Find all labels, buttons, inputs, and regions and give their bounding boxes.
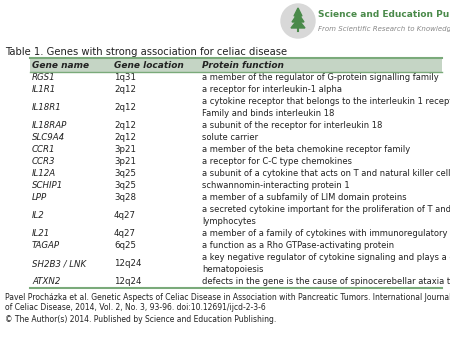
Text: a cytokine receptor that belongs to the interleukin 1 receptor: a cytokine receptor that belongs to the … xyxy=(202,97,450,106)
Text: IL2: IL2 xyxy=(32,212,45,220)
Text: SCHIP1: SCHIP1 xyxy=(32,182,63,191)
Text: 12q24: 12q24 xyxy=(114,260,141,268)
Text: a key negative regulator of cytokine signaling and plays a critical role in: a key negative regulator of cytokine sig… xyxy=(202,254,450,263)
Text: 3p21: 3p21 xyxy=(114,145,136,154)
Text: a member of a subfamily of LIM domain proteins: a member of a subfamily of LIM domain pr… xyxy=(202,193,407,202)
Text: 4q27: 4q27 xyxy=(114,212,136,220)
Text: 3q25: 3q25 xyxy=(114,182,136,191)
Text: ATXN2: ATXN2 xyxy=(32,277,60,287)
Text: Family and binds interleukin 18: Family and binds interleukin 18 xyxy=(202,110,334,119)
Text: 12q24: 12q24 xyxy=(114,277,141,287)
Text: schwannomin-interacting protein 1: schwannomin-interacting protein 1 xyxy=(202,182,350,191)
Text: 2q12: 2q12 xyxy=(114,103,136,113)
Text: 6q25: 6q25 xyxy=(114,241,136,250)
Text: SH2B3 / LNK: SH2B3 / LNK xyxy=(32,260,86,268)
Text: SLC9A4: SLC9A4 xyxy=(32,134,65,143)
Text: RGS1: RGS1 xyxy=(32,73,56,82)
Text: From Scientific Research to Knowledge: From Scientific Research to Knowledge xyxy=(318,26,450,32)
Bar xyxy=(30,58,442,72)
Polygon shape xyxy=(292,13,304,22)
Text: lymphocytes: lymphocytes xyxy=(202,217,256,226)
Text: a subunit of the receptor for interleukin 18: a subunit of the receptor for interleuki… xyxy=(202,121,382,130)
Text: Gene name: Gene name xyxy=(32,61,89,70)
Text: solute carrier: solute carrier xyxy=(202,134,258,143)
Text: a member of a family of cytokines with immunoregulatory activity: a member of a family of cytokines with i… xyxy=(202,230,450,239)
Text: CCR1: CCR1 xyxy=(32,145,55,154)
Text: a member of the regulator of G-protein signalling family: a member of the regulator of G-protein s… xyxy=(202,73,439,82)
Text: Science and Education Publishing: Science and Education Publishing xyxy=(318,10,450,19)
Text: a member of the beta chemokine receptor family: a member of the beta chemokine receptor … xyxy=(202,145,410,154)
Text: 2q12: 2q12 xyxy=(114,121,136,130)
Polygon shape xyxy=(291,19,305,28)
Text: Protein function: Protein function xyxy=(202,61,284,70)
Text: hematopoiesis: hematopoiesis xyxy=(202,266,264,274)
Text: TAGAP: TAGAP xyxy=(32,241,60,250)
Text: of Celiac Disease, 2014, Vol. 2, No. 3, 93-96. doi:10.12691/ijcd-2-3-6: of Celiac Disease, 2014, Vol. 2, No. 3, … xyxy=(5,303,266,312)
Text: Pavel Procházka et al. Genetic Aspects of Celiac Disease in Association with Pan: Pavel Procházka et al. Genetic Aspects o… xyxy=(5,293,450,302)
Text: 1q31: 1q31 xyxy=(114,73,136,82)
Text: IL21: IL21 xyxy=(32,230,50,239)
Text: a receptor for interleukin-1 alpha: a receptor for interleukin-1 alpha xyxy=(202,86,342,95)
Text: 2q12: 2q12 xyxy=(114,86,136,95)
Text: defects in the gene is the cause of spinocerebellar ataxia type 2: defects in the gene is the cause of spin… xyxy=(202,277,450,287)
Text: © The Author(s) 2014. Published by Science and Education Publishing.: © The Author(s) 2014. Published by Scien… xyxy=(5,315,276,324)
Text: 3q25: 3q25 xyxy=(114,169,136,178)
Text: a secreted cytokine important for the proliferation of T and B: a secreted cytokine important for the pr… xyxy=(202,206,450,215)
Text: 4q27: 4q27 xyxy=(114,230,136,239)
Text: 3p21: 3p21 xyxy=(114,158,136,167)
Text: IL18RAP: IL18RAP xyxy=(32,121,68,130)
Circle shape xyxy=(281,4,315,38)
Text: IL18R1: IL18R1 xyxy=(32,103,62,113)
Text: 3q28: 3q28 xyxy=(114,193,136,202)
Text: a function as a Rho GTPase-activating protein: a function as a Rho GTPase-activating pr… xyxy=(202,241,394,250)
Text: a subunit of a cytokine that acts on T and natural killer cells: a subunit of a cytokine that acts on T a… xyxy=(202,169,450,178)
Polygon shape xyxy=(294,8,302,16)
Text: LPP: LPP xyxy=(32,193,47,202)
Text: Table 1. Genes with strong association for celiac disease: Table 1. Genes with strong association f… xyxy=(5,47,287,57)
Text: Gene location: Gene location xyxy=(114,61,184,70)
Text: CCR3: CCR3 xyxy=(32,158,55,167)
Text: a receptor for C-C type chemokines: a receptor for C-C type chemokines xyxy=(202,158,352,167)
Text: IL12A: IL12A xyxy=(32,169,56,178)
Text: IL1R1: IL1R1 xyxy=(32,86,56,95)
Text: 2q12: 2q12 xyxy=(114,134,136,143)
